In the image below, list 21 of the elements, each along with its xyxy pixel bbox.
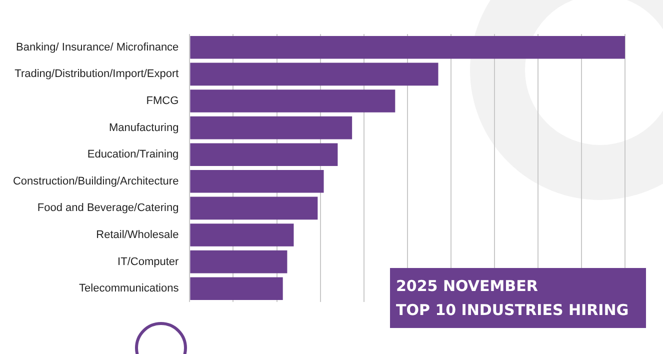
y-tick-label: Education/Training [87,148,179,161]
y-tick-label: Construction/Building/Architecture [12,175,179,188]
y-tick-label: IT/Computer [118,256,180,268]
bar [190,277,283,300]
y-tick-label: Food and Beverage/Catering [37,202,179,214]
bar [190,250,288,274]
y-tick-label: Telecommunications [79,282,180,295]
bar [190,116,352,140]
bar [190,90,396,112]
bar [190,62,438,86]
y-tick-label: Banking/ Insurance/ Microfinance [16,41,179,54]
bar [190,36,625,59]
y-tick-label: Retail/Wholesale [96,229,179,242]
y-tick-label: Manufacturing [108,122,179,134]
bar [190,196,318,220]
bar [190,170,324,193]
bar [190,224,294,246]
y-tick-label: FMCG [146,95,179,108]
y-tick-label: Trading/Distribution/Import/Export [14,68,179,80]
title-panel: 2025 NOVEMBER TOP 10 INDUSTRIES HIRING [390,268,646,328]
bar [190,143,338,166]
